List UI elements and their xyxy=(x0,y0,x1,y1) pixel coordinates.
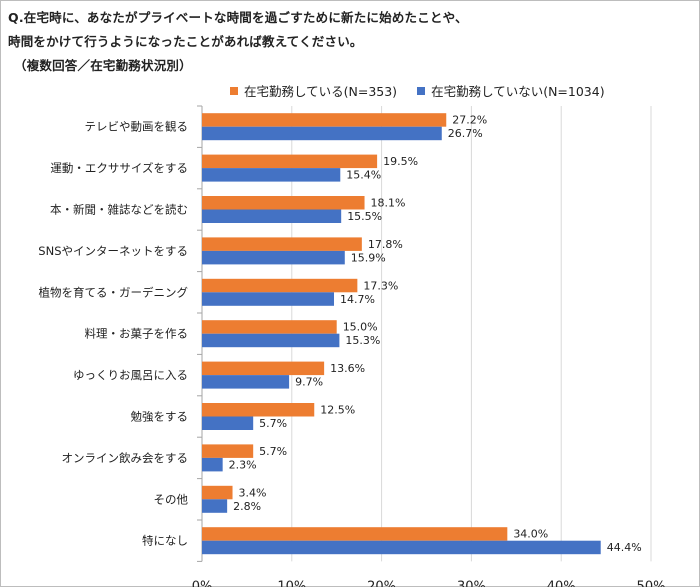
bar-series-2 xyxy=(202,209,342,223)
data-label-series-2: 15.9% xyxy=(351,251,386,264)
data-label-series-1: 18.1% xyxy=(371,197,406,210)
bar-series-1 xyxy=(202,320,337,334)
data-label-series-1: 19.5% xyxy=(383,155,418,168)
bar-series-1 xyxy=(202,527,508,541)
data-label-series-1: 5.7% xyxy=(259,445,287,458)
legend-swatch-series-1 xyxy=(230,86,238,95)
bar-series-2 xyxy=(202,126,442,141)
data-label-series-2: 2.8% xyxy=(233,500,261,513)
data-label-series-1: 3.4% xyxy=(239,486,267,499)
category-label: ゆっくりお風呂に入る xyxy=(73,368,188,382)
bar-series-1 xyxy=(202,113,447,127)
data-label-series-2: 15.5% xyxy=(347,210,382,223)
data-label-series-1: 12.5% xyxy=(320,404,355,417)
bar-series-2 xyxy=(202,416,254,430)
legend-item-series-2: 在宅勤務していない(N=1034) xyxy=(417,81,605,100)
legend: 在宅勤務している(N=353) 在宅勤務していない(N=1034) xyxy=(230,81,605,100)
category-label: 勉強をする xyxy=(131,410,189,424)
legend-item-series-1: 在宅勤務している(N=353) xyxy=(230,81,397,100)
data-label-series-2: 15.3% xyxy=(345,334,380,347)
bar-series-1 xyxy=(202,154,378,169)
bar-series-1 xyxy=(202,278,358,293)
bar-series-2 xyxy=(202,168,341,182)
question-line-2: 時間をかけて行うようになったことがあれば教えてください。 xyxy=(8,34,363,49)
legend-label-series-2: 在宅勤務していない(N=1034) xyxy=(431,84,605,99)
category-label: オンライン飲み会をする xyxy=(62,451,189,465)
data-label-series-1: 27.2% xyxy=(452,114,487,127)
bar-series-1 xyxy=(202,444,254,458)
category-label: 植物を育てる・ガーデニング xyxy=(39,285,189,299)
bar-series-1 xyxy=(202,403,315,417)
x-tick-label: 50% xyxy=(637,579,666,587)
bar-series-2 xyxy=(202,499,228,513)
bar-series-2 xyxy=(202,540,601,555)
data-label-series-2: 2.3% xyxy=(229,458,257,471)
legend-label-series-1: 在宅勤務している(N=353) xyxy=(244,84,398,99)
bar-series-1 xyxy=(202,196,365,210)
bar-series-1 xyxy=(202,361,325,376)
category-label: SNSやインターネットをする xyxy=(38,244,188,258)
data-label-series-2: 44.4% xyxy=(607,541,642,554)
x-tick-label: 10% xyxy=(277,579,306,587)
data-label-series-2: 14.7% xyxy=(340,293,375,306)
data-label-series-2: 26.7% xyxy=(448,127,483,140)
x-tick-label: 40% xyxy=(547,579,576,587)
data-label-series-2: 5.7% xyxy=(259,417,287,430)
category-label: テレビや動画を観る xyxy=(85,120,189,134)
bar-series-2 xyxy=(202,333,340,348)
question-line-3: （複数回答／在宅勤務状況別） xyxy=(14,58,192,73)
data-label-series-2: 9.7% xyxy=(295,376,323,389)
category-label: 特になし xyxy=(142,534,188,548)
bar-series-2 xyxy=(202,375,290,389)
legend-swatch-series-2 xyxy=(417,86,426,95)
data-label-series-1: 34.0% xyxy=(513,528,548,541)
category-label: 運動・エクササイズをする xyxy=(50,161,188,175)
bar-series-1 xyxy=(202,485,233,500)
category-label: 本・新聞・雑誌などを読む xyxy=(50,203,188,217)
category-label: その他 xyxy=(154,492,189,506)
data-label-series-1: 17.3% xyxy=(363,279,398,292)
x-tick-label: 30% xyxy=(457,579,486,587)
question-line-1: Q.在宅時に、あなたがプライベートな時間を過ごすために新たに始めたことや、 xyxy=(8,10,468,25)
data-label-series-1: 15.0% xyxy=(343,321,378,334)
data-label-series-1: 17.8% xyxy=(368,238,403,251)
category-label: 料理・お菓子を作る xyxy=(85,327,189,341)
data-label-series-1: 13.6% xyxy=(330,362,365,375)
data-label-series-2: 15.4% xyxy=(346,169,381,182)
x-tick-label: 20% xyxy=(367,579,396,587)
bar-series-2 xyxy=(202,457,223,472)
x-tick-label: 0% xyxy=(192,579,213,587)
bar-series-1 xyxy=(202,237,362,251)
bar-series-2 xyxy=(202,292,335,306)
bar-series-2 xyxy=(202,250,345,265)
